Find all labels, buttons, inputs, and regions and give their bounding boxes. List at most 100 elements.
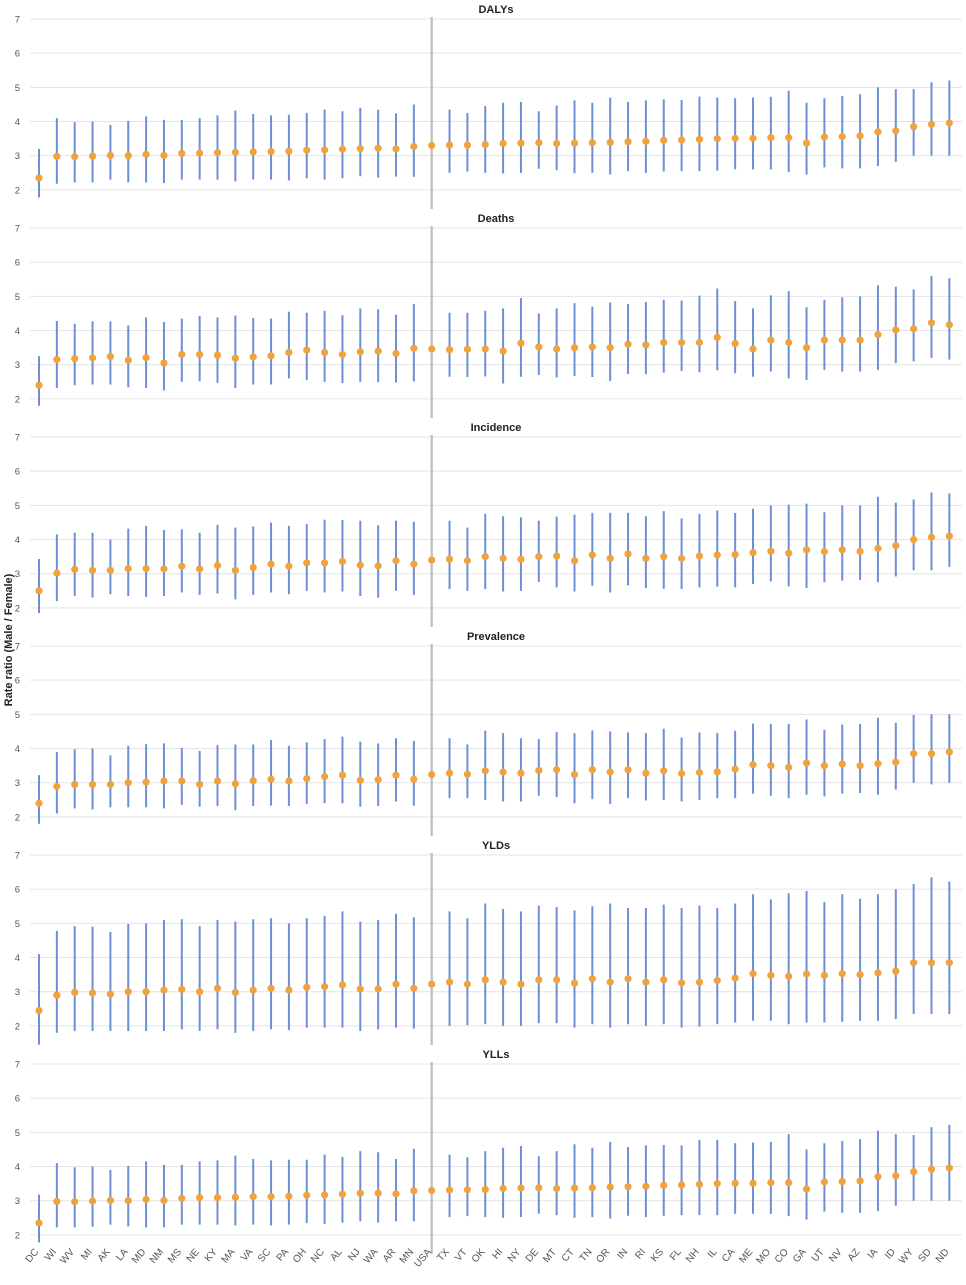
data-point [392,349,400,358]
data-point [660,136,668,144]
data-point [749,345,757,353]
data-point [927,533,936,541]
data-point [517,339,525,347]
data-point [785,1179,793,1187]
data-point [196,1194,204,1202]
data-point [678,769,686,778]
data-point [71,988,79,997]
data-point [35,174,43,182]
data-point [124,1197,132,1205]
data-point [767,134,775,142]
data-point [517,139,525,147]
data-point [695,338,704,347]
y-tick-label: 3 [15,569,20,580]
data-point [695,768,704,777]
data-point [410,775,418,783]
panel-title: YLLs [483,1049,510,1061]
data-point [267,352,275,360]
data-point [713,135,721,143]
data-point [88,354,97,362]
data-point [71,354,79,363]
x-tick-label: NV [827,1247,845,1265]
y-tick-label: 2 [15,603,20,614]
data-point [106,990,114,998]
y-tick-label: 4 [15,1162,20,1173]
data-point [695,1180,704,1188]
data-point [856,336,864,344]
x-tick-label: DE [524,1247,542,1265]
data-point [88,566,97,574]
data-point [213,561,222,570]
data-point [231,1193,239,1201]
data-point [338,981,347,989]
data-point [53,1197,61,1206]
x-tick-label: MS [166,1247,184,1266]
data-point [374,985,382,993]
x-tick-label: CA [720,1247,738,1265]
data-point [678,338,686,347]
data-point [160,565,168,573]
data-point [838,132,846,141]
data-point [178,149,186,157]
data-point [535,343,543,351]
data-point [321,146,329,154]
data-point [927,319,936,327]
data-point [856,971,864,979]
x-tick-label: WV [58,1247,77,1267]
y-tick-label: 6 [15,885,20,896]
data-point [820,1178,829,1186]
data-point [142,353,150,362]
data-point [142,150,150,158]
data-point [71,1198,79,1206]
y-tick-label: 5 [15,83,20,94]
data-point [124,565,132,573]
data-point [678,136,686,144]
data-point [285,562,293,570]
data-point [249,1193,257,1201]
data-point [53,152,61,161]
y-tick-label: 4 [15,953,20,964]
data-point [338,771,347,779]
x-tick-label: CT [560,1247,577,1264]
x-tick-label: VT [453,1247,470,1264]
data-point [267,1193,275,1201]
data-point [124,152,132,160]
data-point [499,978,507,986]
data-point [35,799,43,807]
data-point [356,144,364,153]
data-point [356,1189,364,1197]
data-point [142,565,150,573]
y-tick-label: 4 [15,535,20,546]
data-point [463,980,471,988]
data-point [249,353,257,361]
x-tick-label: NE [185,1247,203,1265]
x-tick-label: SD [916,1247,933,1265]
y-tick-label: 3 [15,360,20,371]
y-tick-label: 3 [15,778,20,789]
x-tick-label: MI [79,1247,95,1263]
y-tick-label: 7 [15,433,20,444]
data-point [196,149,204,157]
data-point [196,565,204,573]
data-point [695,552,704,560]
data-point [374,144,382,152]
data-point [160,1196,168,1204]
data-point [178,1194,186,1202]
data-point [481,140,489,149]
data-point [678,554,686,562]
data-point [606,978,614,986]
data-point [642,137,650,145]
data-point [713,976,721,985]
data-point [374,1189,382,1197]
data-point [213,351,222,359]
x-tick-label: OK [470,1247,488,1265]
data-point [338,350,347,359]
data-point [731,134,739,142]
data-point [838,970,846,978]
y-tick-label: 6 [15,467,20,478]
data-point [499,139,507,148]
data-point [249,777,257,785]
data-point [463,345,471,353]
data-point [624,766,632,774]
